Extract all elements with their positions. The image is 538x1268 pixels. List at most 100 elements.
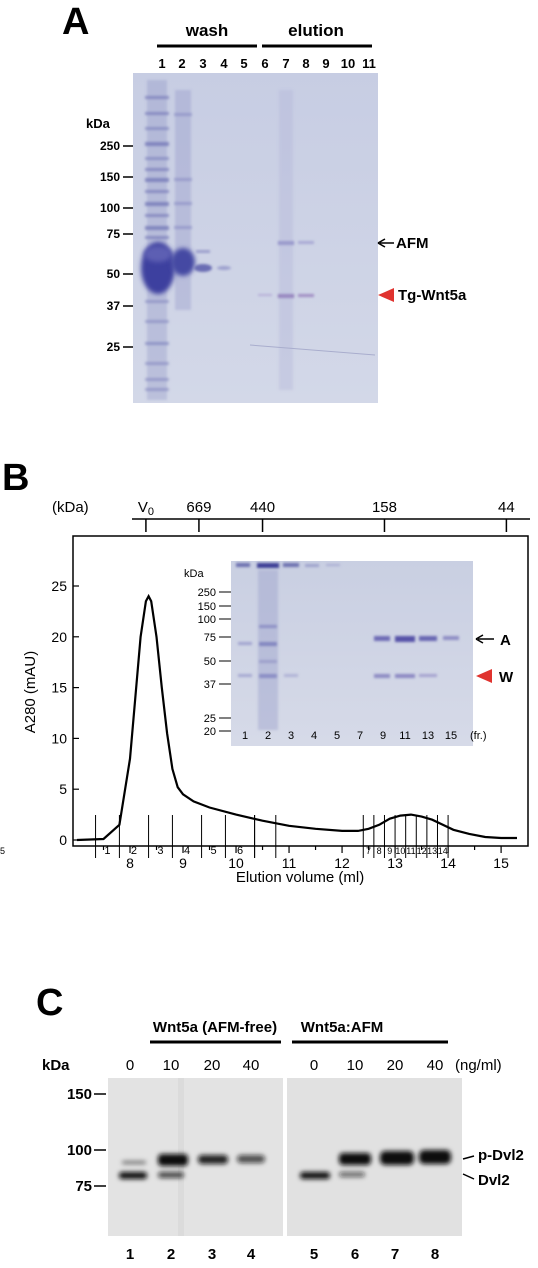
marker-label: 50 bbox=[107, 267, 121, 281]
inset-lane-number: 13 bbox=[422, 730, 434, 742]
inset-w-arrowhead-icon bbox=[476, 669, 492, 683]
wash-label: wash bbox=[185, 21, 229, 40]
inset-lane-number: 4 bbox=[311, 730, 317, 742]
lane-number: 11 bbox=[362, 56, 376, 71]
inset-lane-number: 7 bbox=[357, 730, 363, 742]
y-axis: 0 5 10 15 20 25 bbox=[51, 578, 79, 848]
kda-title-a: kDa bbox=[86, 116, 111, 131]
fraction-label: 6 bbox=[237, 845, 243, 857]
panel-c-letter: C bbox=[36, 982, 63, 1024]
lane-number: 7 bbox=[282, 56, 289, 71]
fraction-marks: 123456789101112131415 bbox=[0, 815, 449, 858]
x-axis-label: Elution volume (ml) bbox=[236, 869, 364, 886]
blot-lane-number: 1 bbox=[126, 1246, 134, 1263]
dvl2-text: Dvl2 bbox=[478, 1172, 510, 1189]
top-axis-label: 44 bbox=[498, 499, 515, 516]
blot-lane-number: 8 bbox=[431, 1246, 439, 1263]
inset-marker-label: 37 bbox=[204, 679, 216, 691]
top-axis: V0 669 440 158 44 bbox=[138, 499, 515, 532]
fraction-label: 11 bbox=[406, 846, 415, 856]
wnt-label: Tg-Wnt5a bbox=[398, 287, 467, 304]
plot-frame bbox=[72, 535, 529, 847]
blot-lane-number: 4 bbox=[247, 1246, 256, 1263]
marker-label: 100 bbox=[100, 201, 120, 215]
blot-lane-number: 2 bbox=[167, 1246, 175, 1263]
inset-marker-label: 25 bbox=[204, 713, 216, 725]
inset-marker-label: 100 bbox=[198, 614, 216, 626]
x-tick-label: 9 bbox=[179, 855, 187, 871]
marker-label-c: 150 bbox=[67, 1086, 92, 1103]
inset-lanes: 1 2 3 4 5 7 9 11 13 15 bbox=[242, 730, 457, 742]
lane-numbers-a: 1 2 3 4 5 6 7 8 9 10 11 bbox=[158, 56, 375, 71]
lane-number: 5 bbox=[240, 56, 247, 71]
x-tick-label: 14 bbox=[440, 855, 456, 871]
blot-lane-numbers: 1 2 3 4 5 6 7 8 bbox=[126, 1246, 439, 1263]
inset-a-arrow bbox=[475, 634, 494, 644]
marker-label-c: 100 bbox=[67, 1142, 92, 1159]
panel-b-letter: B bbox=[2, 457, 29, 499]
y-tick-label: 0 bbox=[59, 832, 67, 848]
x-tick-label: 12 bbox=[334, 855, 350, 871]
blot-lane-number: 3 bbox=[208, 1246, 216, 1263]
inset-lane-number: 2 bbox=[265, 730, 271, 742]
marker-label: 25 bbox=[107, 340, 121, 354]
lane-number: 6 bbox=[261, 56, 268, 71]
dose-label: 0 bbox=[310, 1057, 318, 1074]
top-axis-label: 158 bbox=[372, 499, 397, 516]
fraction-label: 12 bbox=[417, 846, 427, 856]
fraction-label: 13 bbox=[427, 846, 437, 856]
top-axis-unit: (kDa) bbox=[52, 499, 89, 516]
inset-gel bbox=[231, 561, 473, 746]
top-axis-label: V0 bbox=[138, 499, 154, 518]
lane-number: 10 bbox=[341, 56, 355, 71]
p-dvl2-text: p-Dvl2 bbox=[478, 1147, 524, 1164]
markers-c: 150 100 75 bbox=[67, 1086, 106, 1195]
y-tick-label: 25 bbox=[51, 578, 67, 594]
kda-title-c: kDa bbox=[42, 1057, 70, 1074]
marker-label: 150 bbox=[100, 170, 120, 184]
dose-label: 40 bbox=[427, 1057, 444, 1074]
lane-number: 1 bbox=[158, 56, 165, 71]
western-blot bbox=[108, 1078, 462, 1236]
dose-label: 40 bbox=[243, 1057, 260, 1074]
fraction-label: 14 bbox=[438, 846, 448, 856]
fraction-label: 8 bbox=[377, 846, 382, 856]
blot-lane-number: 6 bbox=[351, 1246, 359, 1263]
fraction-label: 2 bbox=[131, 845, 137, 857]
dose-label: 10 bbox=[347, 1057, 364, 1074]
marker-label: 250 bbox=[100, 139, 120, 153]
inset-marker-label: 20 bbox=[204, 726, 216, 738]
dose-unit: (ng/ml) bbox=[455, 1057, 502, 1074]
group-label-afm: Wnt5a:AFM bbox=[301, 1019, 384, 1036]
y-tick-label: 5 bbox=[59, 781, 67, 797]
fraction-label: 4 bbox=[184, 845, 190, 857]
inset-kda-title: kDa bbox=[184, 568, 204, 580]
blot-lane-number: 5 bbox=[310, 1246, 318, 1263]
y-tick-label: 20 bbox=[51, 629, 67, 645]
inset-fr-label: (fr.) bbox=[470, 730, 487, 742]
inset-lane-number: 11 bbox=[399, 730, 410, 742]
x-tick-label: 13 bbox=[387, 855, 403, 871]
group-label-afm-free: Wnt5a (AFM-free) bbox=[153, 1019, 277, 1036]
x-tick-label: 10 bbox=[228, 855, 244, 871]
gel-a bbox=[133, 73, 378, 403]
inset-lane-number: 5 bbox=[334, 730, 340, 742]
afm-arrow bbox=[377, 238, 394, 248]
y-tick-label: 10 bbox=[51, 730, 67, 746]
y-tick-label: 15 bbox=[51, 680, 67, 696]
markers-a: 250 150 100 75 50 37 25 bbox=[100, 139, 133, 354]
dose-label: 20 bbox=[387, 1057, 404, 1074]
dose-label: 20 bbox=[204, 1057, 221, 1074]
inset-lane-number: 9 bbox=[380, 730, 386, 742]
wnt-arrowhead-icon bbox=[378, 288, 394, 302]
p-dvl2-label bbox=[462, 1155, 475, 1160]
y-axis-label: A280 (mAU) bbox=[22, 651, 39, 734]
inset-marker-label: 150 bbox=[198, 601, 216, 613]
top-axis-label: 669 bbox=[186, 499, 211, 516]
lane-number: 3 bbox=[199, 56, 206, 71]
inset-a-label: A bbox=[500, 632, 511, 649]
inset-marker-label: 250 bbox=[198, 587, 216, 599]
blot-lane-number: 7 bbox=[391, 1246, 399, 1263]
elution-label: elution bbox=[288, 21, 344, 40]
